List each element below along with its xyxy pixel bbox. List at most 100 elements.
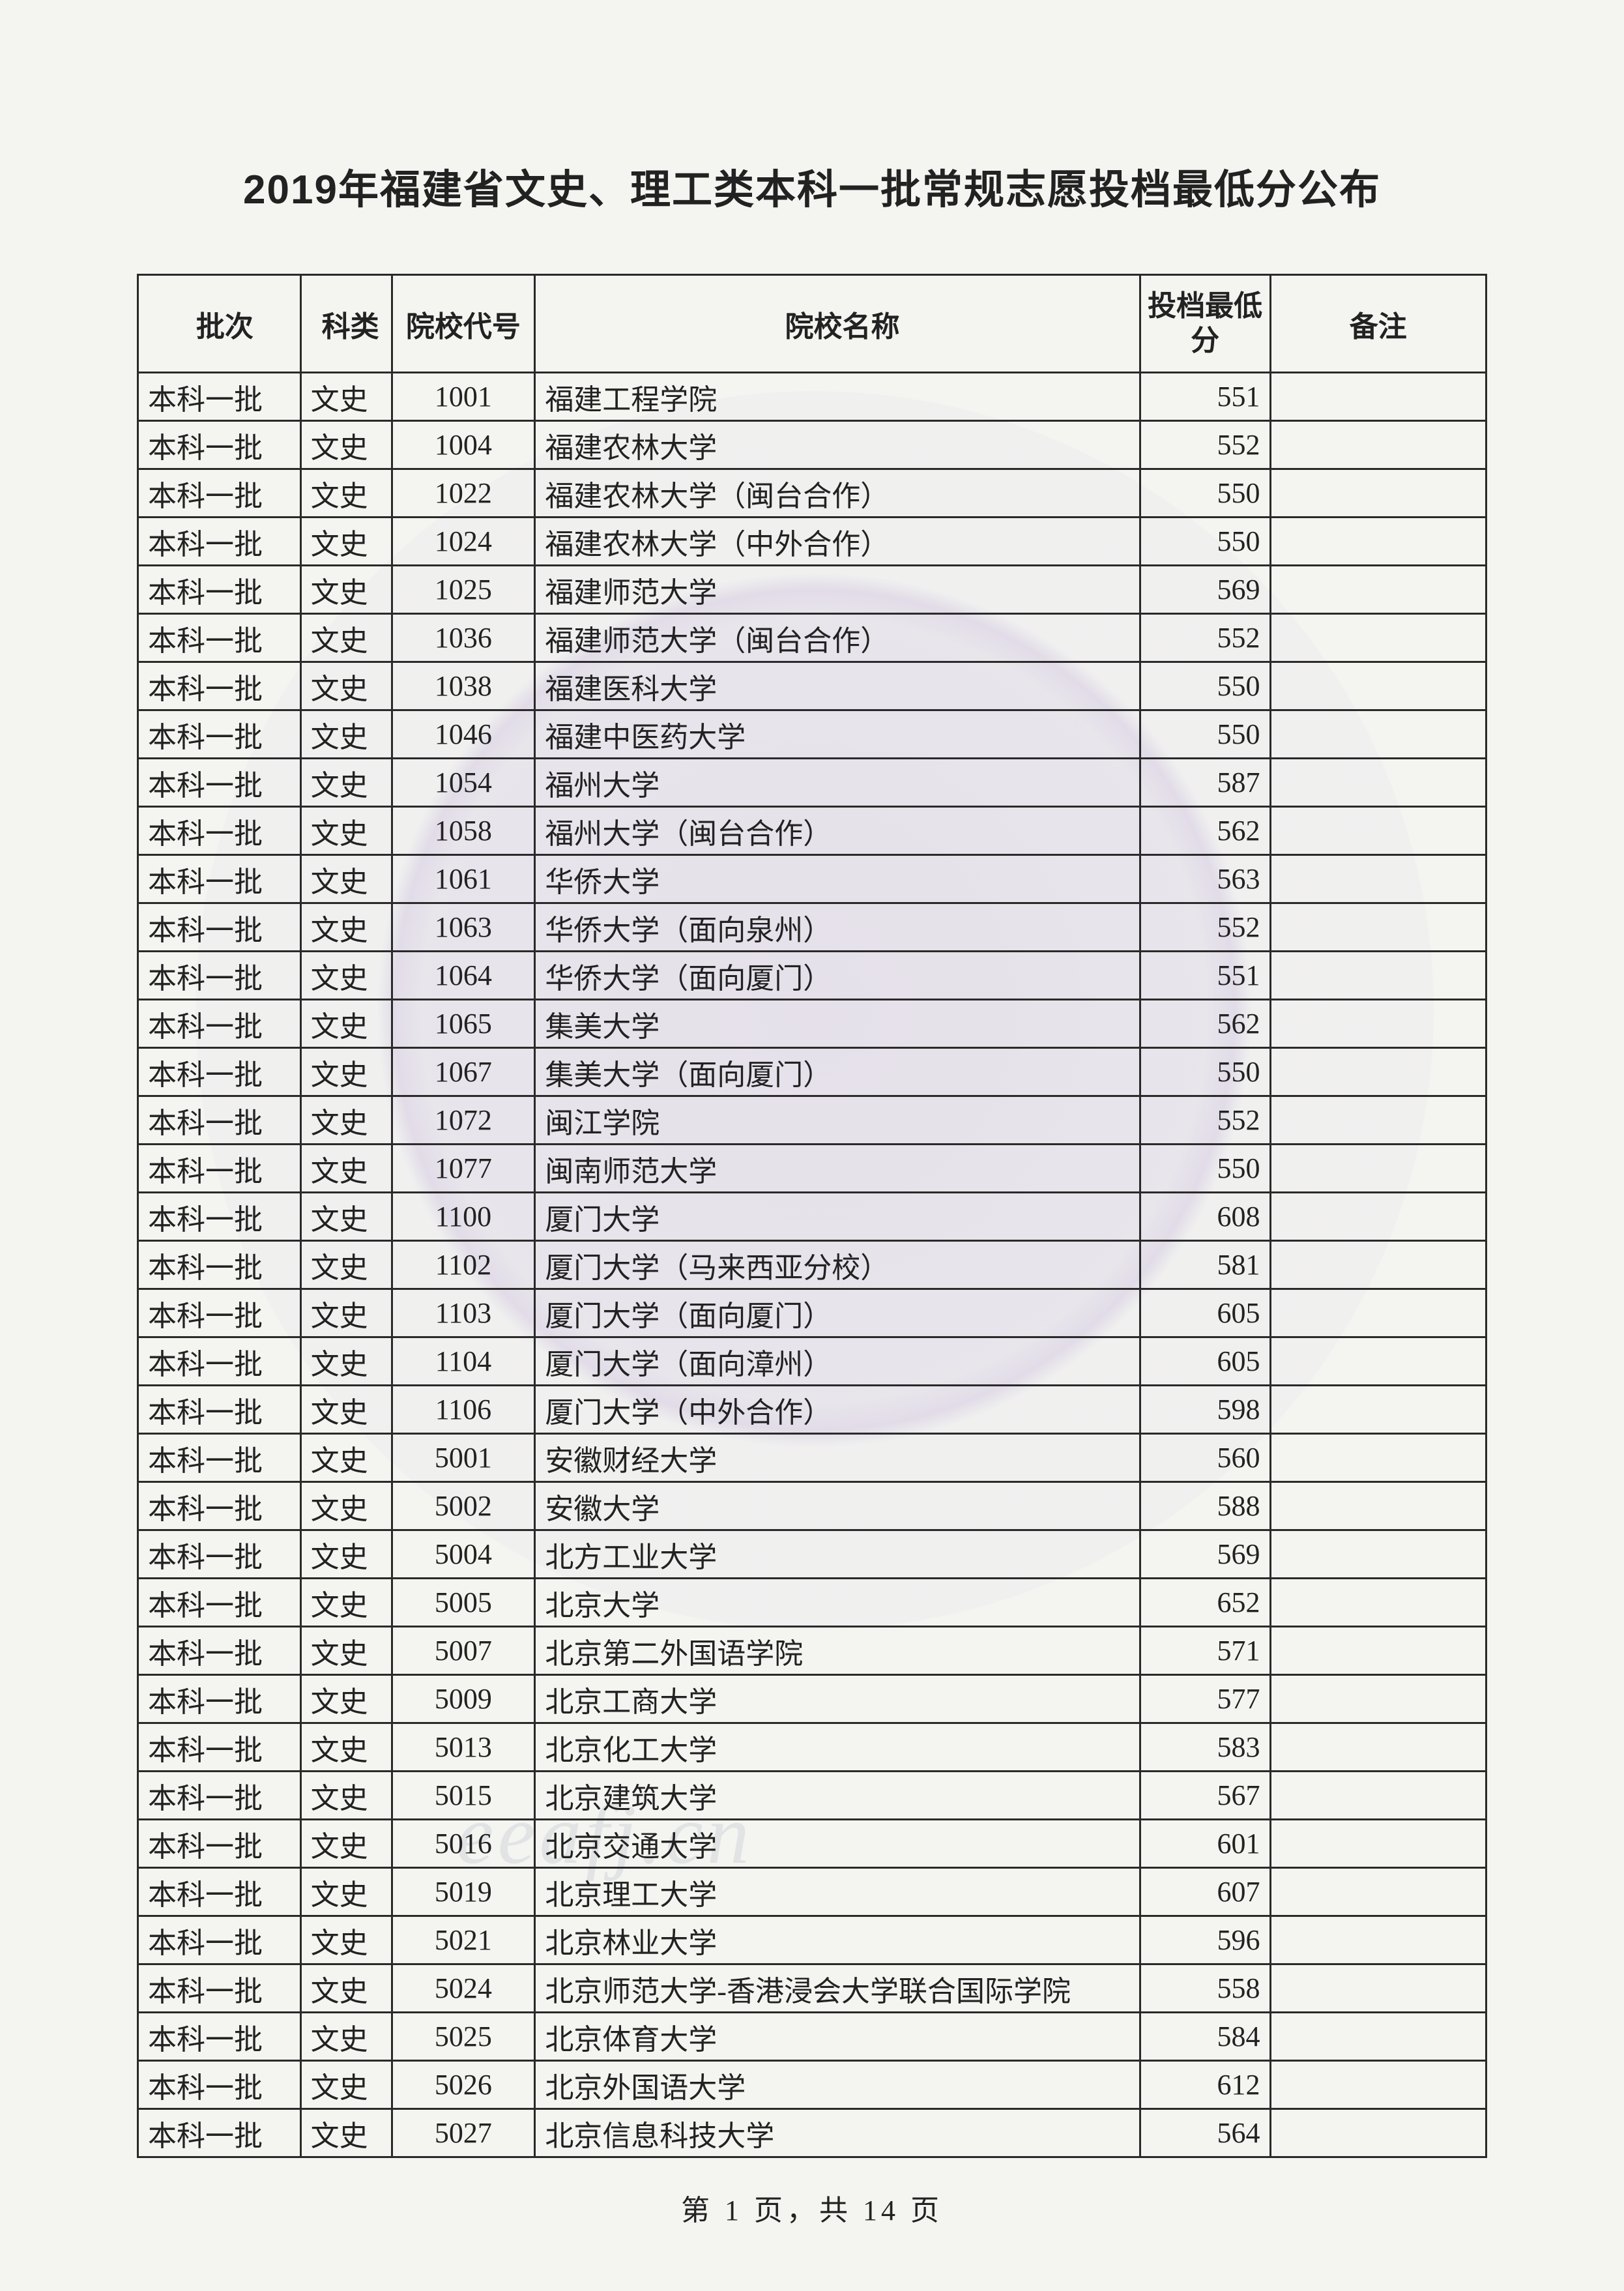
col-header-score: 投档最低分 bbox=[1140, 275, 1270, 373]
table-row: 本科一批文史1061华侨大学563 bbox=[138, 855, 1486, 903]
cell-remark bbox=[1270, 1868, 1486, 1916]
cell-batch: 本科一批 bbox=[138, 469, 301, 518]
cell-code: 5007 bbox=[392, 1627, 535, 1675]
col-header-batch: 批次 bbox=[138, 275, 301, 373]
cell-batch: 本科一批 bbox=[138, 759, 301, 807]
cell-kelei: 文史 bbox=[300, 759, 392, 807]
cell-score: 569 bbox=[1140, 566, 1270, 614]
table-row: 本科一批文史1038福建医科大学550 bbox=[138, 662, 1486, 710]
table-row: 本科一批文史5013北京化工大学583 bbox=[138, 1723, 1486, 1772]
cell-kelei: 文史 bbox=[300, 903, 392, 952]
cell-name: 厦门大学（面向厦门） bbox=[535, 1289, 1140, 1337]
col-header-remark: 备注 bbox=[1270, 275, 1486, 373]
cell-code: 5026 bbox=[392, 2061, 535, 2109]
cell-name: 厦门大学（马来西亚分校） bbox=[535, 1241, 1140, 1289]
cell-name: 北京林业大学 bbox=[535, 1916, 1140, 1964]
cell-batch: 本科一批 bbox=[138, 1579, 301, 1627]
cell-batch: 本科一批 bbox=[138, 1964, 301, 2013]
cell-score: 552 bbox=[1140, 614, 1270, 662]
cell-score: 550 bbox=[1140, 469, 1270, 518]
cell-code: 5001 bbox=[392, 1434, 535, 1482]
cell-score: 612 bbox=[1140, 2061, 1270, 2109]
table-row: 本科一批文史5021北京林业大学596 bbox=[138, 1916, 1486, 1964]
cell-batch: 本科一批 bbox=[138, 2013, 301, 2061]
cell-score: 562 bbox=[1140, 807, 1270, 855]
cell-score: 567 bbox=[1140, 1772, 1270, 1820]
cell-score: 558 bbox=[1140, 1964, 1270, 2013]
cell-score: 587 bbox=[1140, 759, 1270, 807]
cell-kelei: 文史 bbox=[300, 1820, 392, 1868]
table-row: 本科一批文史5009北京工商大学577 bbox=[138, 1675, 1486, 1723]
cell-code: 1106 bbox=[392, 1386, 535, 1434]
cell-name: 闽江学院 bbox=[535, 1096, 1140, 1145]
cell-code: 1001 bbox=[392, 373, 535, 421]
cell-remark bbox=[1270, 1772, 1486, 1820]
cell-kelei: 文史 bbox=[300, 566, 392, 614]
cell-name: 福建工程学院 bbox=[535, 373, 1140, 421]
cell-kelei: 文史 bbox=[300, 1289, 392, 1337]
score-table: 批次 科类 院校代号 院校名称 投档最低分 备注 本科一批文史1001福建工程学… bbox=[137, 274, 1487, 2158]
cell-batch: 本科一批 bbox=[138, 2061, 301, 2109]
cell-batch: 本科一批 bbox=[138, 1096, 301, 1145]
cell-batch: 本科一批 bbox=[138, 1482, 301, 1530]
table-row: 本科一批文史5019北京理工大学607 bbox=[138, 1868, 1486, 1916]
cell-score: 608 bbox=[1140, 1193, 1270, 1241]
cell-score: 569 bbox=[1140, 1530, 1270, 1579]
cell-remark bbox=[1270, 1000, 1486, 1048]
cell-batch: 本科一批 bbox=[138, 1048, 301, 1096]
cell-batch: 本科一批 bbox=[138, 421, 301, 469]
cell-code: 5024 bbox=[392, 1964, 535, 2013]
cell-name: 集美大学 bbox=[535, 1000, 1140, 1048]
cell-kelei: 文史 bbox=[300, 2061, 392, 2109]
cell-kelei: 文史 bbox=[300, 662, 392, 710]
cell-code: 1025 bbox=[392, 566, 535, 614]
cell-batch: 本科一批 bbox=[138, 1675, 301, 1723]
cell-name: 北京信息科技大学 bbox=[535, 2109, 1140, 2157]
cell-kelei: 文史 bbox=[300, 1772, 392, 1820]
cell-score: 581 bbox=[1140, 1241, 1270, 1289]
cell-remark bbox=[1270, 1916, 1486, 1964]
document-page: eeafj.cn 2019年福建省文史、理工类本科一批常规志愿投档最低分公布 批… bbox=[0, 0, 1624, 2291]
table-row: 本科一批文史1065集美大学562 bbox=[138, 1000, 1486, 1048]
cell-name: 福建农林大学 bbox=[535, 421, 1140, 469]
cell-kelei: 文史 bbox=[300, 469, 392, 518]
cell-name: 北京工商大学 bbox=[535, 1675, 1140, 1723]
cell-score: 562 bbox=[1140, 1000, 1270, 1048]
cell-remark bbox=[1270, 469, 1486, 518]
cell-batch: 本科一批 bbox=[138, 614, 301, 662]
col-header-code: 院校代号 bbox=[392, 275, 535, 373]
table-row: 本科一批文史1004福建农林大学552 bbox=[138, 421, 1486, 469]
table-row: 本科一批文史1077闽南师范大学550 bbox=[138, 1145, 1486, 1193]
table-header-row: 批次 科类 院校代号 院校名称 投档最低分 备注 bbox=[138, 275, 1486, 373]
cell-code: 5015 bbox=[392, 1772, 535, 1820]
table-row: 本科一批文史1064华侨大学（面向厦门）551 bbox=[138, 952, 1486, 1000]
cell-batch: 本科一批 bbox=[138, 1145, 301, 1193]
cell-remark bbox=[1270, 2061, 1486, 2109]
cell-remark bbox=[1270, 1289, 1486, 1337]
cell-remark bbox=[1270, 952, 1486, 1000]
cell-code: 5025 bbox=[392, 2013, 535, 2061]
cell-kelei: 文史 bbox=[300, 1916, 392, 1964]
cell-remark bbox=[1270, 1482, 1486, 1530]
cell-score: 583 bbox=[1140, 1723, 1270, 1772]
cell-remark bbox=[1270, 1530, 1486, 1579]
cell-code: 1054 bbox=[392, 759, 535, 807]
cell-score: 550 bbox=[1140, 1145, 1270, 1193]
table-row: 本科一批文史1063华侨大学（面向泉州）552 bbox=[138, 903, 1486, 952]
cell-batch: 本科一批 bbox=[138, 855, 301, 903]
cell-batch: 本科一批 bbox=[138, 1386, 301, 1434]
cell-score: 564 bbox=[1140, 2109, 1270, 2157]
table-row: 本科一批文史5002安徽大学588 bbox=[138, 1482, 1486, 1530]
cell-remark bbox=[1270, 1145, 1486, 1193]
cell-score: 563 bbox=[1140, 855, 1270, 903]
cell-batch: 本科一批 bbox=[138, 1193, 301, 1241]
cell-remark bbox=[1270, 566, 1486, 614]
cell-batch: 本科一批 bbox=[138, 1723, 301, 1772]
cell-code: 1061 bbox=[392, 855, 535, 903]
cell-remark bbox=[1270, 1675, 1486, 1723]
cell-kelei: 文史 bbox=[300, 1868, 392, 1916]
cell-kelei: 文史 bbox=[300, 1675, 392, 1723]
cell-name: 厦门大学 bbox=[535, 1193, 1140, 1241]
cell-kelei: 文史 bbox=[300, 373, 392, 421]
table-row: 本科一批文史1054福州大学587 bbox=[138, 759, 1486, 807]
